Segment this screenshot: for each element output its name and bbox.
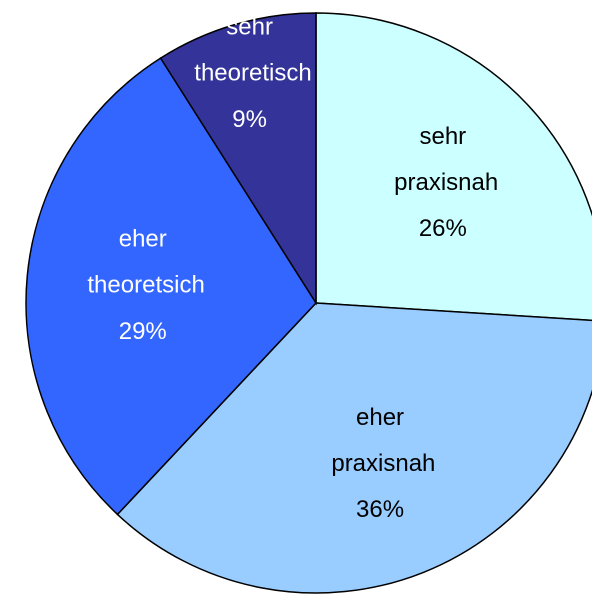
slice-value-label: 26% bbox=[419, 215, 467, 242]
pie-slice bbox=[159, 12, 317, 306]
pie-slice bbox=[116, 302, 592, 594]
slice-value-label: 29% bbox=[119, 318, 167, 345]
slice-label: sehr theoretisch bbox=[188, 14, 312, 87]
slice-label: eher praxisnah bbox=[325, 404, 436, 477]
slice-label: eher theoretsich bbox=[81, 226, 205, 299]
slice-label: sehr praxisnah bbox=[387, 123, 498, 196]
pie-slice bbox=[25, 57, 317, 516]
pie-slice bbox=[315, 12, 592, 322]
slice-value-label: 9% bbox=[232, 106, 267, 133]
slice-value-label: 36% bbox=[356, 496, 404, 523]
